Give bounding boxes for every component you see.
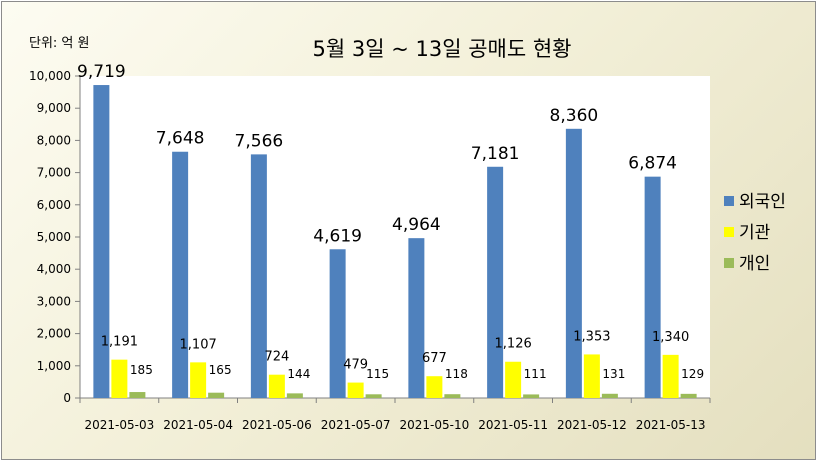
- y-tick-label: 0: [63, 391, 71, 405]
- data-label: 1,126: [495, 337, 532, 352]
- x-tick-label: 2021-05-10: [400, 418, 470, 432]
- y-axis-ticks: 0 1,000 2,000 3,000 4,000 5,000 6,000 7,000 8,00…: [29, 69, 80, 405]
- data-label: 111: [524, 367, 547, 381]
- data-label: 185: [130, 363, 153, 377]
- bar: [347, 382, 364, 398]
- bar: [523, 394, 540, 398]
- unit-label: 단위: 억 원: [29, 36, 90, 51]
- bar: [172, 151, 189, 398]
- data-label: 131: [602, 367, 625, 381]
- legend-label: 기관: [739, 223, 770, 243]
- bar: [111, 359, 128, 398]
- y-tick-label: 9,000: [37, 101, 71, 115]
- x-tick-label: 2021-05-04: [163, 418, 233, 432]
- data-label: 4,964: [392, 215, 441, 235]
- data-label: 677: [422, 351, 447, 366]
- legend-label: 개인: [739, 254, 770, 274]
- data-label: 115: [366, 367, 389, 381]
- bars: 9,719 1,191 185 7,648 1,107 165 7,566 724 144 4,6…: [77, 62, 704, 399]
- data-label: 118: [445, 367, 468, 381]
- bar: [365, 394, 382, 398]
- bar: [250, 154, 267, 398]
- data-label: 724: [264, 350, 289, 365]
- bar: [190, 362, 207, 398]
- legend-swatch: [724, 227, 734, 237]
- data-label: 1,191: [101, 335, 138, 350]
- data-label: 129: [681, 367, 704, 381]
- y-tick-label: 6,000: [37, 198, 71, 212]
- data-label: 165: [209, 363, 232, 377]
- y-tick-label: 5,000: [37, 230, 71, 244]
- x-axis-ticks: 2021-05-03 2021-05-04 2021-05-06 2021-05-07…: [79, 398, 711, 432]
- bar: [505, 361, 522, 398]
- data-label: 8,360: [550, 106, 599, 126]
- y-tick-label: 7,000: [37, 166, 71, 180]
- x-tick-label: 2021-05-12: [557, 418, 627, 432]
- bar: [93, 85, 110, 398]
- bar: [329, 249, 346, 398]
- data-label: 479: [343, 358, 368, 373]
- data-label: 9,719: [77, 62, 126, 82]
- chart-title: 5월 3일 ~ 13일 공매도 현황: [313, 37, 572, 61]
- y-tick-label: 2,000: [37, 327, 71, 341]
- y-tick-label: 8,000: [37, 133, 71, 147]
- data-label: 1,353: [573, 329, 610, 344]
- legend-swatch: [724, 258, 734, 268]
- y-tick-label: 3,000: [37, 294, 71, 308]
- data-label: 7,566: [235, 131, 284, 151]
- x-tick-label: 2021-05-07: [321, 418, 391, 432]
- x-tick-label: 2021-05-13: [636, 418, 706, 432]
- bar: [444, 394, 461, 398]
- data-label: 1,107: [180, 337, 217, 352]
- y-tick-label: 1,000: [37, 359, 71, 373]
- bar: [426, 376, 443, 398]
- data-label: 7,181: [471, 144, 520, 164]
- bar: [408, 238, 425, 398]
- bar: [268, 374, 285, 398]
- data-label: 6,874: [628, 154, 677, 174]
- x-tick-label: 2021-05-11: [478, 418, 548, 432]
- data-label: 4,619: [313, 226, 362, 246]
- y-tick-label: 10,000: [29, 69, 71, 83]
- bar: [601, 393, 618, 398]
- y-tick-label: 4,000: [37, 262, 71, 276]
- x-tick-label: 2021-05-06: [242, 418, 312, 432]
- bar: [680, 393, 697, 398]
- data-label: 144: [287, 367, 310, 381]
- data-label: 7,648: [156, 129, 205, 149]
- x-tick-label: 2021-05-03: [85, 418, 155, 432]
- bar: [565, 128, 582, 399]
- legend-swatch: [724, 196, 734, 206]
- bar: [583, 354, 600, 398]
- bar: [662, 354, 679, 398]
- bar: [286, 393, 303, 398]
- data-label: 1,340: [652, 330, 689, 345]
- bar: [208, 392, 225, 398]
- legend-label: 외국인: [739, 192, 786, 212]
- bar: [644, 176, 661, 398]
- bar: [487, 166, 504, 398]
- bar: [129, 392, 146, 398]
